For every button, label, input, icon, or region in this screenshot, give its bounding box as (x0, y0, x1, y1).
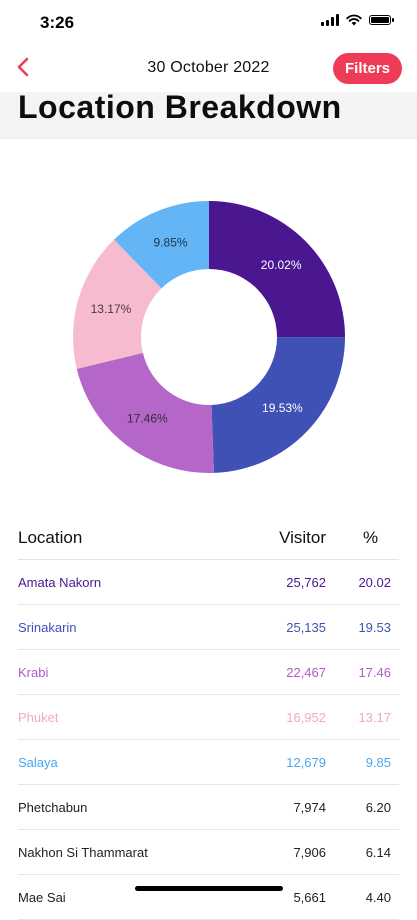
visitor-cell: 25,135 (286, 619, 326, 635)
percent-cell: 19.53 (358, 619, 391, 635)
status-time: 3:26 (40, 13, 75, 32)
table-row[interactable]: Srinakarin 25,135 19.53 (18, 605, 399, 650)
location-cell: Amata Nakorn (18, 574, 102, 590)
header-visitor: Visitor (279, 527, 326, 547)
wifi-icon (346, 14, 362, 26)
table-row[interactable]: Amata Nakorn 25,762 20.02 (18, 560, 399, 605)
table-row[interactable]: Mae Sai 5,661 4.40 (18, 875, 399, 920)
donut-slice-srinakarin[interactable] (211, 337, 345, 473)
table-header: Location Visitor % (18, 516, 399, 560)
visitor-cell: 7,906 (293, 844, 326, 860)
slice-label: 17.46% (127, 411, 168, 425)
percent-cell: 6.14 (365, 844, 391, 860)
donut-chart-svg: 20.02% 19.53% 17.46% 13.17% 9.85% (72, 201, 345, 474)
nav-bar: 30 October 2022 Filters (0, 44, 417, 92)
chevron-left-icon (17, 57, 29, 77)
location-cell: Phetchabun (18, 799, 88, 815)
location-table: Location Visitor % Amata Nakorn 25,762 20.… (18, 516, 399, 920)
filters-button[interactable]: Filters (332, 53, 402, 84)
percent-cell: 17.46 (358, 664, 391, 680)
location-cell: Srinakarin (18, 619, 77, 635)
percent-cell: 13.17 (358, 709, 391, 725)
report-date: 30 October 2022 (147, 59, 270, 76)
visitor-cell: 12,679 (286, 754, 326, 770)
slice-label: 13.17% (91, 302, 132, 316)
slice-label: 9.85% (154, 236, 188, 250)
location-cell: Salaya (18, 754, 58, 770)
table-row[interactable]: Nakhon Si Thammarat 7,906 6.14 (18, 830, 399, 875)
visitor-cell: 22,467 (286, 664, 326, 680)
slice-label: 20.02% (261, 258, 302, 272)
page-title: Location Breakdown (18, 89, 342, 125)
percent-cell: 4.40 (365, 889, 391, 905)
location-cell: Nakhon Si Thammarat (18, 844, 148, 860)
home-indicator (135, 886, 283, 891)
table-row[interactable]: Salaya 12,679 9.85 (18, 740, 399, 785)
location-cell: Mae Sai (18, 889, 66, 905)
back-button[interactable] (10, 54, 36, 80)
status-icons (321, 14, 394, 26)
table-body: Amata Nakorn 25,762 20.02 Srinakarin 25,135 1… (18, 560, 399, 920)
table-row[interactable]: Krabi 22,467 17.46 (18, 650, 399, 695)
donut-chart: 20.02% 19.53% 17.46% 13.17% 9.85% (0, 138, 417, 518)
visitor-cell: 7,974 (293, 799, 326, 815)
percent-cell: 9.85 (365, 754, 391, 770)
donut-slice-amata-nakorn[interactable] (209, 201, 345, 338)
percent-cell: 20.02 (358, 574, 391, 590)
donut-slice-salaya[interactable] (114, 201, 209, 289)
table-row[interactable]: Phetchabun 7,974 6.20 (18, 785, 399, 830)
visitor-cell: 5,661 (293, 889, 326, 905)
donut-slice-krabi[interactable] (76, 352, 214, 474)
header-percent: % (362, 527, 379, 547)
donut-slice-phuket[interactable] (72, 239, 162, 369)
slice-label: 19.53% (262, 401, 303, 415)
visitor-cell: 16,952 (286, 709, 326, 725)
table-row[interactable]: Phuket 16,952 13.17 (18, 695, 399, 740)
location-cell: Phuket (18, 709, 59, 725)
cellular-signal-icon (321, 14, 339, 26)
percent-cell: 6.20 (365, 799, 391, 815)
location-cell: Krabi (18, 664, 49, 680)
header-location: Location (18, 527, 83, 547)
battery-icon (369, 15, 394, 25)
status-bar: 3:26 (0, 0, 417, 44)
visitor-cell: 25,762 (286, 574, 326, 590)
